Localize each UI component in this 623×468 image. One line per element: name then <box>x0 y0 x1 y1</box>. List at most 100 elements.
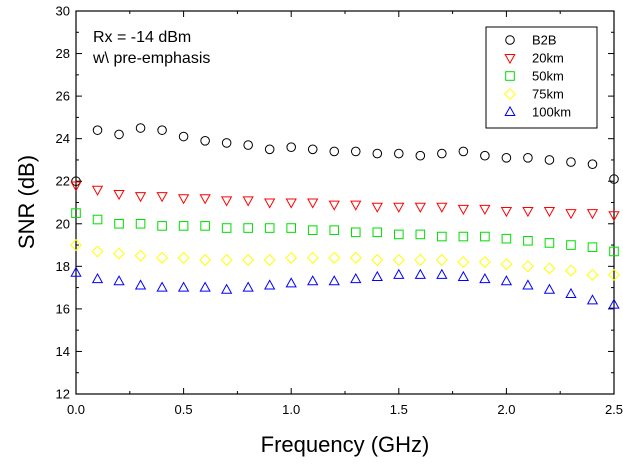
point-75km <box>392 253 405 266</box>
series-b2b <box>71 123 619 187</box>
point-20km <box>70 181 82 192</box>
point-100km <box>565 287 577 298</box>
legend-entries: B2B 20km 50km 75km 100km <box>503 33 571 120</box>
point-20km <box>457 204 470 216</box>
point-50km <box>307 225 318 235</box>
point-b2b <box>523 153 533 163</box>
point-20km <box>242 196 254 207</box>
point-50km <box>157 221 167 231</box>
point-50km <box>92 214 103 225</box>
point-50km <box>458 231 469 242</box>
point-20km <box>220 196 233 207</box>
point-50km <box>243 223 253 233</box>
point-20km <box>414 202 426 213</box>
y-tick-label: 16 <box>56 301 70 316</box>
point-b2b <box>566 157 576 167</box>
point-75km <box>543 262 556 275</box>
point-b2b <box>415 150 426 161</box>
point-50km <box>437 231 447 242</box>
point-b2b <box>372 148 383 159</box>
y-tick-label: 20 <box>56 216 70 231</box>
point-20km <box>156 192 168 203</box>
legend-marker-50km <box>505 71 515 81</box>
point-75km <box>414 253 427 266</box>
point-b2b <box>394 148 404 159</box>
x-tick-label: 1.5 <box>390 402 408 417</box>
data-points <box>69 123 621 309</box>
point-20km <box>608 211 620 222</box>
point-20km <box>177 194 190 205</box>
point-75km <box>199 253 212 266</box>
legend-marker-75km <box>503 87 517 101</box>
point-b2b <box>264 144 275 155</box>
x-tick-label: 0.0 <box>67 402 85 417</box>
point-75km <box>349 251 362 264</box>
point-50km <box>480 231 490 242</box>
point-b2b <box>329 146 340 157</box>
legend-box <box>485 26 598 129</box>
point-20km <box>113 189 125 201</box>
point-100km <box>608 298 620 309</box>
annotation-rx-power: Rx = -14 dBm <box>93 29 191 46</box>
point-100km <box>479 272 491 284</box>
legend: B2B 20km 50km 75km 100km <box>485 26 598 129</box>
legend-label-20km: 20km <box>532 51 564 66</box>
point-b2b <box>200 135 210 146</box>
point-100km <box>91 272 104 284</box>
point-50km <box>71 208 81 218</box>
point-20km <box>500 207 513 218</box>
point-100km <box>199 281 211 292</box>
point-b2b <box>135 123 146 133</box>
x-tick-label: 1.0 <box>282 402 300 417</box>
point-20km <box>328 200 340 211</box>
series-20km <box>70 181 620 222</box>
point-20km <box>134 192 147 203</box>
point-b2b <box>221 138 232 148</box>
point-50km <box>394 229 404 240</box>
point-50km <box>501 233 512 244</box>
point-20km <box>393 202 405 213</box>
point-20km <box>565 209 577 220</box>
point-75km <box>457 256 470 269</box>
point-100km <box>500 275 513 286</box>
point-50km <box>372 227 383 238</box>
point-20km <box>199 194 211 205</box>
y-tick-label: 22 <box>56 174 70 189</box>
annotation-pre-emphasis: w\ pre-emphasis <box>92 50 210 67</box>
point-b2b <box>501 153 512 163</box>
point-75km <box>564 264 577 277</box>
point-75km <box>113 247 126 260</box>
x-tick-label: 2.5 <box>605 402 623 417</box>
point-b2b <box>544 155 555 165</box>
point-75km <box>242 253 255 266</box>
point-100km <box>393 268 405 279</box>
point-100km <box>220 283 233 294</box>
legend-marker-100km <box>504 105 516 116</box>
x-tick-label: 2.0 <box>497 402 515 417</box>
point-100km <box>307 275 319 286</box>
point-75km <box>177 251 190 264</box>
legend-label-b2b: B2B <box>532 33 557 48</box>
point-b2b <box>350 146 361 157</box>
point-b2b <box>458 146 469 157</box>
point-75km <box>306 251 319 264</box>
y-axis-ticks: 12 14 16 18 20 22 24 26 28 30 <box>56 4 614 402</box>
point-b2b <box>437 148 447 159</box>
point-50km <box>286 223 296 233</box>
point-75km <box>91 245 104 258</box>
series-100km <box>70 266 620 309</box>
point-20km <box>543 207 556 218</box>
point-b2b <box>587 159 598 169</box>
point-50km <box>587 242 598 252</box>
point-b2b <box>286 142 297 152</box>
legend-marker-20km <box>504 54 516 65</box>
legend-marker-b2b <box>505 35 515 45</box>
point-100km <box>70 266 82 277</box>
point-b2b <box>92 125 103 135</box>
point-100km <box>522 279 534 290</box>
point-100km <box>371 270 383 281</box>
point-100km <box>264 279 276 290</box>
y-tick-label: 14 <box>56 344 70 359</box>
point-100km <box>177 281 190 292</box>
